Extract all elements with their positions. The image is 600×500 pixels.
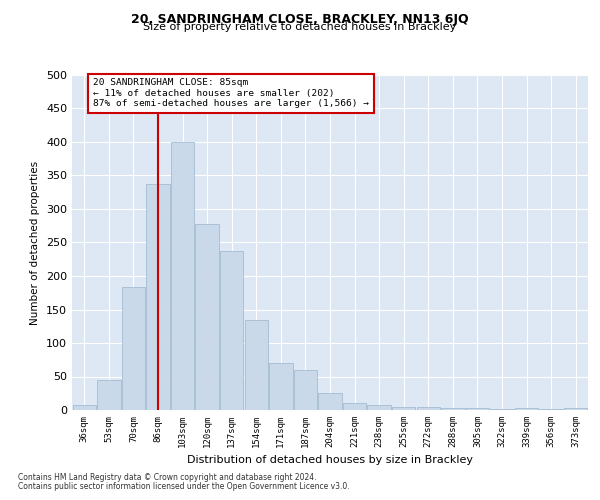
Bar — [97, 380, 121, 410]
X-axis label: Distribution of detached houses by size in Brackley: Distribution of detached houses by size … — [187, 456, 473, 466]
Bar — [564, 408, 587, 410]
Bar — [220, 251, 244, 410]
Bar — [392, 406, 415, 410]
Bar — [441, 408, 464, 410]
Y-axis label: Number of detached properties: Number of detached properties — [31, 160, 40, 324]
Bar — [319, 393, 341, 410]
Bar — [515, 408, 538, 410]
Bar — [539, 408, 563, 410]
Bar — [466, 408, 489, 410]
Bar — [367, 406, 391, 410]
Bar — [73, 404, 96, 410]
Text: 20 SANDRINGHAM CLOSE: 85sqm
← 11% of detached houses are smaller (202)
87% of se: 20 SANDRINGHAM CLOSE: 85sqm ← 11% of det… — [93, 78, 369, 108]
Bar — [294, 370, 317, 410]
Text: Size of property relative to detached houses in Brackley: Size of property relative to detached ho… — [143, 22, 457, 32]
Bar — [269, 363, 293, 410]
Bar — [416, 406, 440, 410]
Bar — [490, 408, 514, 410]
Text: Contains public sector information licensed under the Open Government Licence v3: Contains public sector information licen… — [18, 482, 350, 491]
Text: 20, SANDRINGHAM CLOSE, BRACKLEY, NN13 6JQ: 20, SANDRINGHAM CLOSE, BRACKLEY, NN13 6J… — [131, 12, 469, 26]
Bar — [122, 288, 145, 410]
Bar — [343, 404, 366, 410]
Bar — [196, 224, 219, 410]
Bar — [146, 184, 170, 410]
Bar — [245, 320, 268, 410]
Bar — [171, 142, 194, 410]
Text: Contains HM Land Registry data © Crown copyright and database right 2024.: Contains HM Land Registry data © Crown c… — [18, 474, 317, 482]
